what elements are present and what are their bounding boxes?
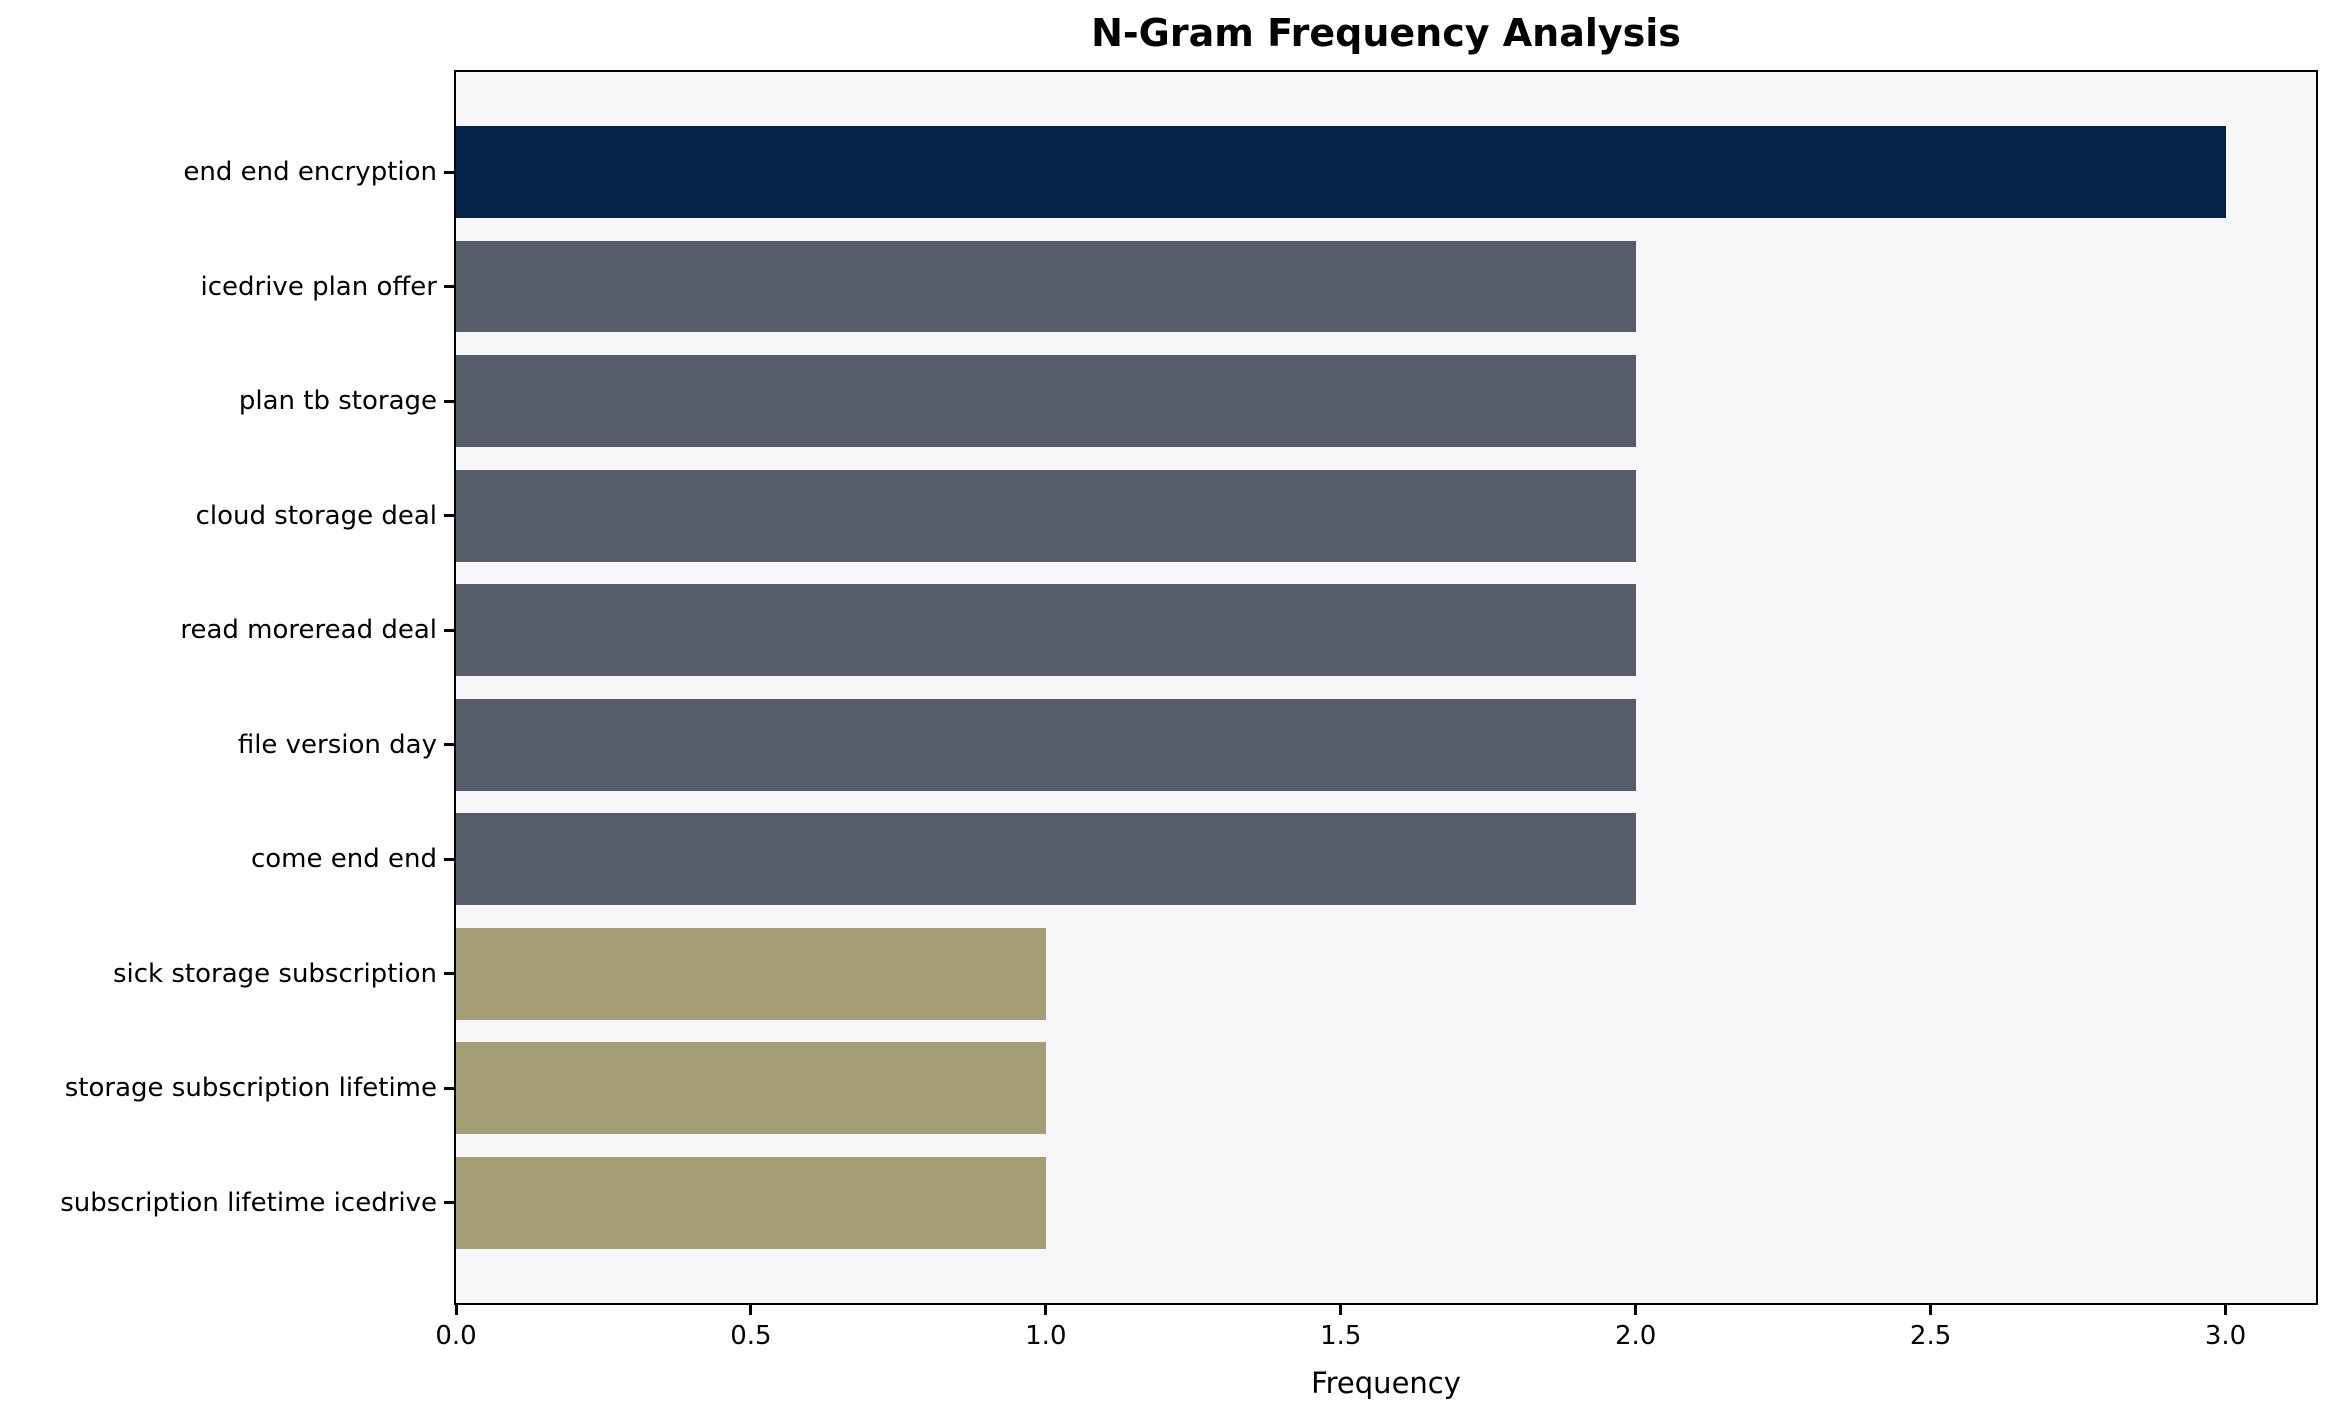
x-tick-mark — [2224, 1303, 2228, 1315]
y-tick-label: subscription lifetime icedrive — [60, 1187, 437, 1218]
y-tick-mark — [444, 1201, 456, 1205]
bar — [456, 927, 1046, 1020]
x-tick-label: 2.0 — [1614, 1321, 1657, 1351]
bar — [456, 1042, 1046, 1135]
y-tick-label: come end end — [250, 844, 437, 875]
bar — [456, 126, 2226, 218]
chart-title: N-Gram Frequency Analysis — [1091, 11, 1681, 55]
y-tick-label: plan tb storage — [238, 386, 437, 417]
x-tick-mark — [454, 1303, 458, 1315]
y-tick-mark — [444, 628, 456, 632]
bar — [456, 698, 1636, 791]
x-tick-label: 0.0 — [435, 1321, 477, 1351]
y-tick-mark — [444, 285, 456, 289]
y-tick-mark — [444, 514, 456, 518]
bar — [456, 240, 1636, 333]
x-axis-label: Frequency — [1311, 1366, 1461, 1400]
y-tick-label: read moreread deal — [180, 615, 437, 646]
y-tick-label: icedrive plan offer — [200, 271, 438, 302]
x-tick-label: 2.5 — [1909, 1321, 1952, 1351]
y-tick-mark — [444, 1086, 456, 1090]
y-tick-mark — [444, 399, 456, 403]
bar — [456, 813, 1636, 906]
x-tick-mark — [749, 1303, 753, 1315]
bar — [456, 1156, 1046, 1249]
x-tick-label: 3.0 — [2204, 1321, 2247, 1351]
y-tick-label: sick storage subscription — [112, 958, 437, 989]
x-tick-mark — [1044, 1303, 1048, 1315]
y-tick-label: file version day — [237, 729, 437, 760]
y-tick-mark — [444, 972, 456, 976]
bar — [456, 584, 1636, 677]
bar — [456, 355, 1636, 447]
x-tick-mark — [1634, 1303, 1638, 1315]
y-tick-mark — [444, 170, 456, 174]
y-tick-mark — [444, 743, 456, 747]
bar — [456, 469, 1636, 562]
y-tick-label: storage subscription lifetime — [64, 1073, 437, 1104]
y-tick-label: end end encryption — [183, 157, 437, 188]
x-tick-label: 1.0 — [1025, 1321, 1067, 1351]
x-tick-mark — [1339, 1303, 1343, 1315]
x-tick-mark — [1929, 1303, 1933, 1315]
y-tick-mark — [444, 857, 456, 861]
y-tick-label: cloud storage deal — [195, 500, 437, 531]
x-tick-label: 0.5 — [730, 1321, 772, 1351]
x-tick-label: 1.5 — [1320, 1321, 1362, 1351]
